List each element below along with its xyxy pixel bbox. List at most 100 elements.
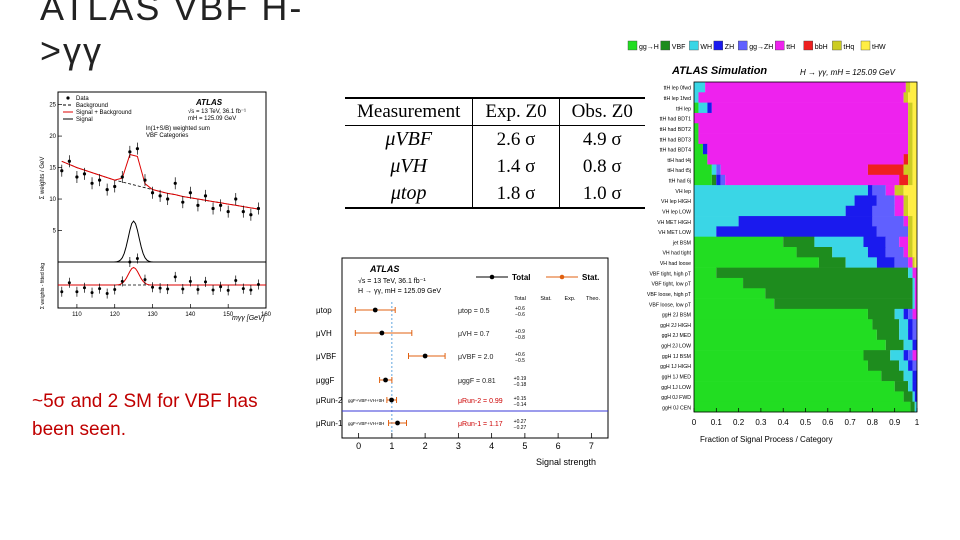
legend-total-marker bbox=[489, 274, 495, 280]
x-tick-label: 0.7 bbox=[845, 418, 857, 427]
category-label: ggH 1J MED bbox=[662, 374, 692, 380]
category-segment bbox=[876, 195, 895, 207]
category-segment bbox=[863, 236, 886, 248]
y-tick-label: 25 bbox=[49, 103, 56, 109]
category-segment bbox=[867, 164, 904, 176]
table-header: Total bbox=[514, 296, 526, 302]
residual-point bbox=[98, 287, 102, 291]
process-label: ttH bbox=[786, 44, 795, 51]
category-label: ttH had BDT3 bbox=[660, 137, 692, 143]
signal-curve bbox=[58, 220, 266, 263]
category-segment bbox=[908, 154, 913, 165]
category-segment bbox=[899, 236, 909, 248]
residual-point bbox=[90, 291, 94, 295]
data-point bbox=[98, 178, 102, 182]
category-segment bbox=[694, 133, 699, 145]
mu-err-down: −0.18 bbox=[514, 382, 527, 388]
mu-err-up: +0.19 bbox=[514, 376, 527, 382]
data-point bbox=[135, 147, 140, 151]
category-segment bbox=[694, 123, 699, 134]
process-label: gg→H bbox=[639, 44, 659, 51]
category-segment bbox=[912, 216, 917, 227]
category-segment bbox=[914, 391, 917, 402]
category-segment bbox=[914, 401, 917, 413]
residual-point bbox=[113, 288, 117, 291]
category-label: VH lep LOW bbox=[662, 209, 691, 215]
category-segment bbox=[796, 247, 833, 258]
category-segment bbox=[694, 205, 846, 217]
data-point bbox=[173, 181, 177, 185]
mass-atlas-label: ATLAS bbox=[195, 98, 223, 107]
category-segment bbox=[863, 350, 891, 361]
category-segment bbox=[912, 102, 917, 114]
category-segment bbox=[867, 308, 895, 320]
category-segment bbox=[908, 133, 913, 145]
category-segment bbox=[694, 370, 882, 382]
category-segment bbox=[694, 226, 717, 237]
category-segment bbox=[711, 174, 717, 186]
category-segment bbox=[720, 174, 726, 186]
col-measurement: Measurement bbox=[345, 97, 473, 126]
table-header: Theo. bbox=[586, 296, 601, 302]
category-segment bbox=[894, 308, 904, 320]
category-composition-chart: gg→H VBF WH ZH gg→ZH ttH bbH tHq tHW ATLAS Simul… bbox=[627, 40, 920, 444]
category-segment bbox=[908, 216, 913, 227]
slide-note: ~5σ and 2 SM for VBF has been seen. bbox=[32, 391, 258, 440]
category-segment bbox=[694, 277, 744, 289]
mass-x-label: mγγ [GeV] bbox=[232, 315, 266, 322]
category-segment bbox=[698, 123, 909, 134]
category-segment bbox=[707, 143, 909, 155]
category-segment bbox=[694, 185, 868, 196]
data-point bbox=[249, 213, 253, 217]
category-segment bbox=[894, 381, 909, 392]
category-segment bbox=[694, 164, 712, 176]
category-segment bbox=[881, 370, 904, 382]
data-point bbox=[181, 200, 185, 204]
category-segment bbox=[903, 339, 913, 351]
row-exp: 1.8 σ bbox=[472, 180, 560, 209]
process-label: gg→ZH bbox=[749, 44, 773, 51]
category-segment bbox=[903, 391, 913, 402]
category-segment bbox=[876, 329, 900, 341]
mass-annotations: √s = 13 TeV, 36.1 fb⁻¹mH = 125.09 GeV ln(… bbox=[146, 108, 246, 139]
residual-point bbox=[158, 286, 162, 290]
data-point bbox=[75, 175, 79, 179]
annotation: √s = 13 TeV, 36.1 fb⁻¹ bbox=[188, 108, 246, 115]
mu-row-label: μRun-2 bbox=[316, 396, 343, 405]
residual-point bbox=[82, 286, 86, 290]
category-segment bbox=[912, 308, 917, 320]
table-header: Stat. bbox=[540, 296, 552, 302]
x-tick-label: 2 bbox=[423, 441, 428, 451]
data-point bbox=[143, 178, 147, 182]
mu-value-text: μVH = 0.7 bbox=[458, 331, 490, 338]
category-segment bbox=[912, 226, 917, 237]
process-swatch bbox=[627, 40, 638, 51]
x-tick-label: 140 bbox=[185, 312, 196, 318]
x-tick-label: 6 bbox=[556, 441, 561, 451]
x-tick-label: 1 bbox=[389, 441, 394, 451]
col-exp: Exp. Z0 bbox=[472, 97, 560, 126]
data-point bbox=[166, 197, 170, 201]
category-segment bbox=[694, 319, 873, 330]
process-swatch bbox=[713, 40, 724, 51]
slide-title: ATLAS VBF H->γγ bbox=[40, 0, 304, 72]
category-labels: ttH lep 0fwd ttH lep 1fwd ttH lep ttH had B… bbox=[647, 86, 692, 412]
category-label: ttH had t5j bbox=[667, 168, 691, 174]
category-segment bbox=[694, 360, 868, 372]
residual-point bbox=[105, 292, 109, 296]
mu-x-label: Signal strength bbox=[536, 457, 596, 467]
col-obs: Obs. Z0 bbox=[558, 97, 645, 126]
category-segment bbox=[908, 143, 913, 155]
category-segment bbox=[912, 339, 917, 351]
category-segment bbox=[903, 308, 909, 320]
category-segment bbox=[912, 277, 915, 289]
category-segment bbox=[912, 154, 917, 165]
category-segment bbox=[903, 195, 909, 207]
category-label: ttH had BDT4 bbox=[660, 148, 692, 154]
category-segment bbox=[910, 401, 915, 413]
row-measurement: μVBF bbox=[385, 128, 433, 150]
category-segment bbox=[912, 143, 917, 155]
category-segment bbox=[908, 205, 917, 217]
category-segment bbox=[867, 360, 900, 372]
